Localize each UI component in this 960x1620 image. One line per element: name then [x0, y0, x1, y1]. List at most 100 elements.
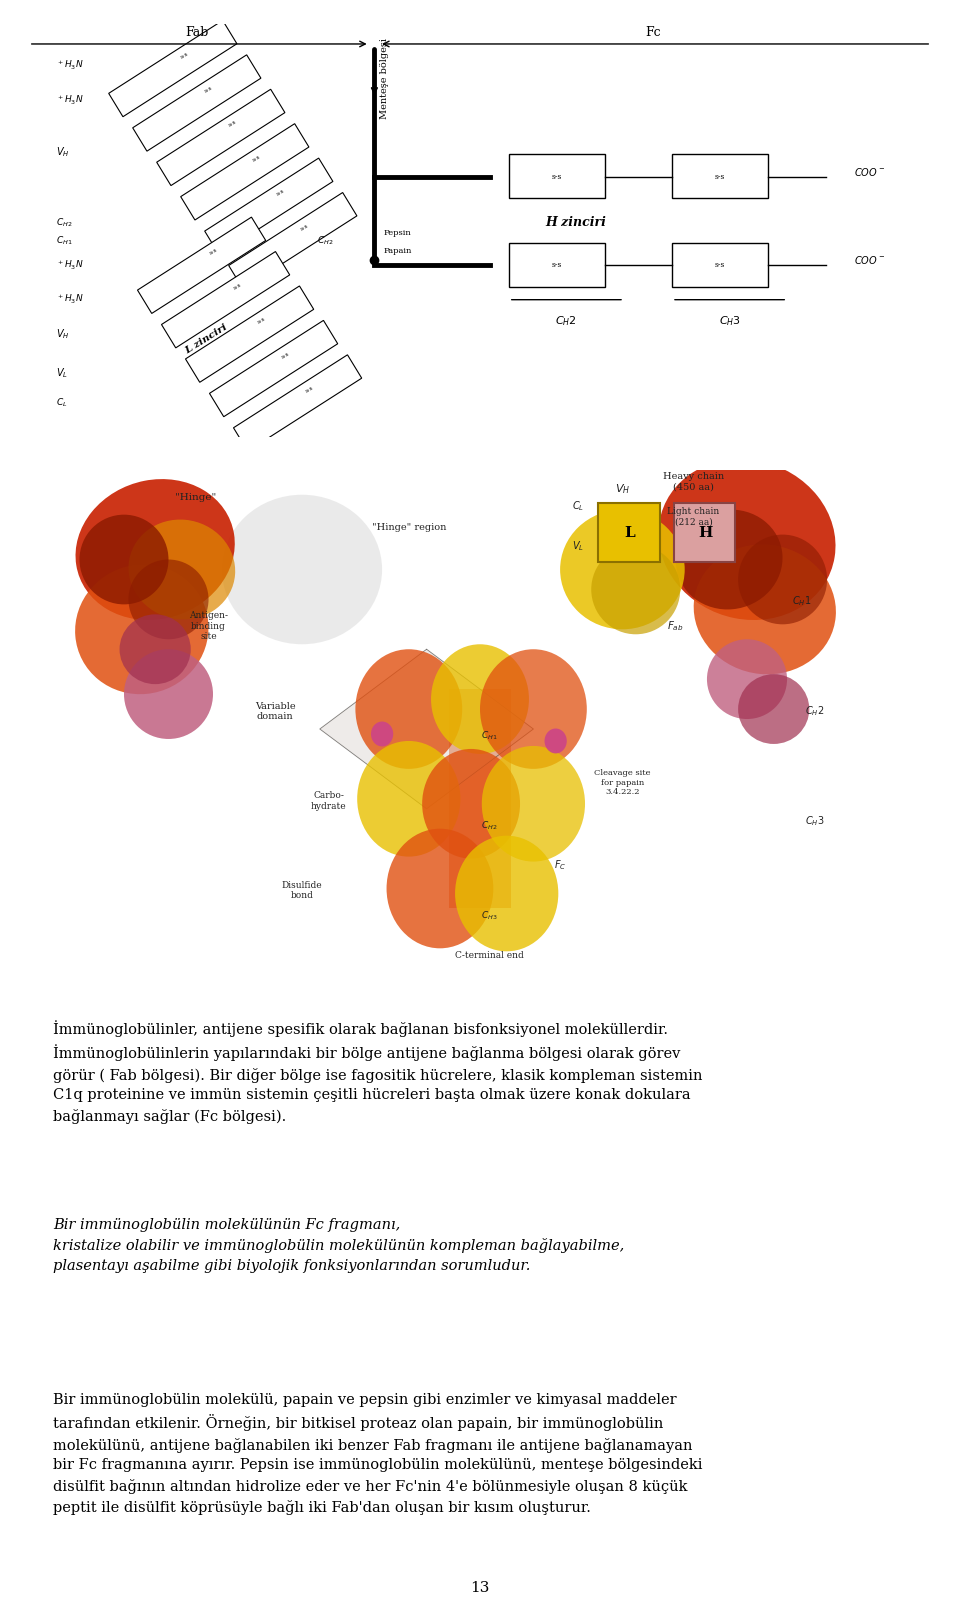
Text: s-s: s-s [252, 154, 262, 162]
Text: Heavy chain
(450 aa): Heavy chain (450 aa) [663, 473, 724, 492]
Ellipse shape [659, 458, 835, 620]
Polygon shape [233, 355, 362, 450]
FancyBboxPatch shape [598, 502, 660, 562]
Ellipse shape [455, 836, 559, 951]
Text: s-s: s-s [715, 173, 725, 181]
Text: L: L [624, 525, 635, 539]
Text: Cleavage site
for papain
3.4.22.2: Cleavage site for papain 3.4.22.2 [594, 770, 651, 795]
Text: H: H [698, 525, 712, 539]
Text: Bir immünoglobülin molekülünün Fc fragmanı,
kristalize olabilir ve immünoglobüli: Bir immünoglobülin molekülünün Fc fragma… [53, 1218, 624, 1273]
Ellipse shape [482, 745, 585, 862]
Text: Menteşe bölgesi: Menteşe bölgesi [380, 37, 389, 118]
Polygon shape [161, 251, 290, 348]
Text: $V_L$: $V_L$ [56, 366, 68, 381]
FancyBboxPatch shape [509, 154, 605, 198]
Text: Pepsin: Pepsin [384, 228, 412, 237]
Polygon shape [320, 650, 534, 808]
Text: 13: 13 [470, 1581, 490, 1594]
Ellipse shape [738, 674, 809, 744]
Text: $V_H$: $V_H$ [56, 327, 69, 342]
Polygon shape [180, 123, 309, 220]
Text: s-s: s-s [204, 84, 214, 94]
Polygon shape [209, 321, 338, 416]
Ellipse shape [431, 645, 529, 753]
Ellipse shape [591, 544, 681, 635]
Ellipse shape [355, 650, 462, 769]
Text: $V_L$: $V_L$ [572, 539, 584, 554]
FancyBboxPatch shape [672, 154, 768, 198]
Text: $C_{H1}$: $C_{H1}$ [481, 731, 497, 742]
FancyBboxPatch shape [674, 502, 735, 562]
Text: s-s: s-s [232, 282, 243, 290]
Text: Bir immünoglobülin molekülü, papain ve pepsin gibi enzimler ve kimyasal maddeler: Bir immünoglobülin molekülü, papain ve p… [53, 1393, 703, 1515]
Ellipse shape [707, 640, 787, 719]
Text: C-terminal end: C-terminal end [454, 951, 523, 961]
Polygon shape [228, 193, 357, 288]
Text: s-s: s-s [180, 50, 190, 60]
Text: s-s: s-s [552, 261, 562, 269]
Text: Fab: Fab [185, 26, 208, 39]
Text: $^+H_3N$: $^+H_3N$ [56, 259, 84, 272]
Text: $C_{H2}$: $C_{H2}$ [317, 235, 333, 246]
Text: L zinciri: L zinciri [183, 322, 229, 356]
Polygon shape [204, 159, 333, 254]
Text: $C_H2$: $C_H2$ [804, 705, 825, 718]
FancyBboxPatch shape [509, 243, 605, 287]
Polygon shape [185, 287, 314, 382]
Ellipse shape [738, 535, 828, 624]
Ellipse shape [371, 721, 394, 747]
Bar [449, 688, 511, 909]
Ellipse shape [544, 729, 566, 753]
Text: $C_{H3}$: $C_{H3}$ [481, 909, 497, 922]
Text: s-s: s-s [276, 188, 286, 198]
Text: $COO^-$: $COO^-$ [854, 165, 886, 178]
Text: $^+H_3N$: $^+H_3N$ [56, 94, 84, 107]
Ellipse shape [560, 510, 684, 629]
Ellipse shape [120, 614, 191, 684]
Text: $C_H2$: $C_H2$ [556, 314, 577, 329]
Text: $C_H1$: $C_H1$ [791, 595, 811, 608]
Text: Carbo-
hydrate: Carbo- hydrate [311, 791, 347, 810]
FancyBboxPatch shape [672, 243, 768, 287]
Ellipse shape [222, 494, 382, 645]
Text: "Hinge": "Hinge" [175, 492, 216, 502]
Ellipse shape [75, 564, 208, 695]
Ellipse shape [480, 650, 587, 769]
Ellipse shape [76, 480, 235, 620]
Text: s-s: s-s [715, 261, 725, 269]
Text: İmmünoglobülinler, antijene spesifik olarak bağlanan bisfonksiyonel moleküllerdi: İmmünoglobülinler, antijene spesifik ola… [53, 1021, 703, 1124]
Text: Antigen-
binding
site: Antigen- binding site [189, 611, 228, 642]
Text: Disulfide
bond: Disulfide bond [281, 881, 323, 901]
Polygon shape [156, 89, 285, 186]
Polygon shape [132, 55, 261, 151]
Text: $C_{H2}$: $C_{H2}$ [481, 820, 497, 833]
Ellipse shape [676, 510, 782, 609]
Ellipse shape [124, 650, 213, 739]
Ellipse shape [694, 544, 836, 674]
Text: Fc: Fc [645, 26, 660, 39]
Text: s-s: s-s [208, 248, 219, 256]
Ellipse shape [129, 559, 208, 640]
Text: $^+H_3N$: $^+H_3N$ [56, 58, 84, 73]
Text: s-s: s-s [552, 173, 562, 181]
Ellipse shape [80, 515, 169, 604]
Ellipse shape [422, 748, 520, 859]
Text: Variable
domain: Variable domain [255, 701, 296, 721]
Text: Papain: Papain [384, 246, 413, 254]
Polygon shape [108, 21, 237, 117]
Text: "Hinge" region: "Hinge" region [372, 523, 446, 531]
Text: s-s: s-s [256, 316, 267, 326]
Text: s-s: s-s [304, 386, 315, 394]
Text: $C_L$: $C_L$ [56, 397, 67, 410]
Text: s-s: s-s [280, 350, 291, 360]
Text: $F_{ab}$: $F_{ab}$ [667, 619, 684, 633]
Text: H zinciri: H zinciri [545, 217, 607, 230]
Text: $V_H$: $V_H$ [614, 481, 630, 496]
Text: $C_H3$: $C_H3$ [719, 314, 740, 329]
Text: s-s: s-s [228, 120, 238, 128]
Polygon shape [137, 217, 266, 313]
Text: $^+H_3N$: $^+H_3N$ [56, 293, 84, 306]
Text: s-s: s-s [300, 222, 310, 232]
Text: $C_{H1}$: $C_{H1}$ [56, 235, 72, 246]
Text: $COO^-$: $COO^-$ [854, 254, 886, 266]
